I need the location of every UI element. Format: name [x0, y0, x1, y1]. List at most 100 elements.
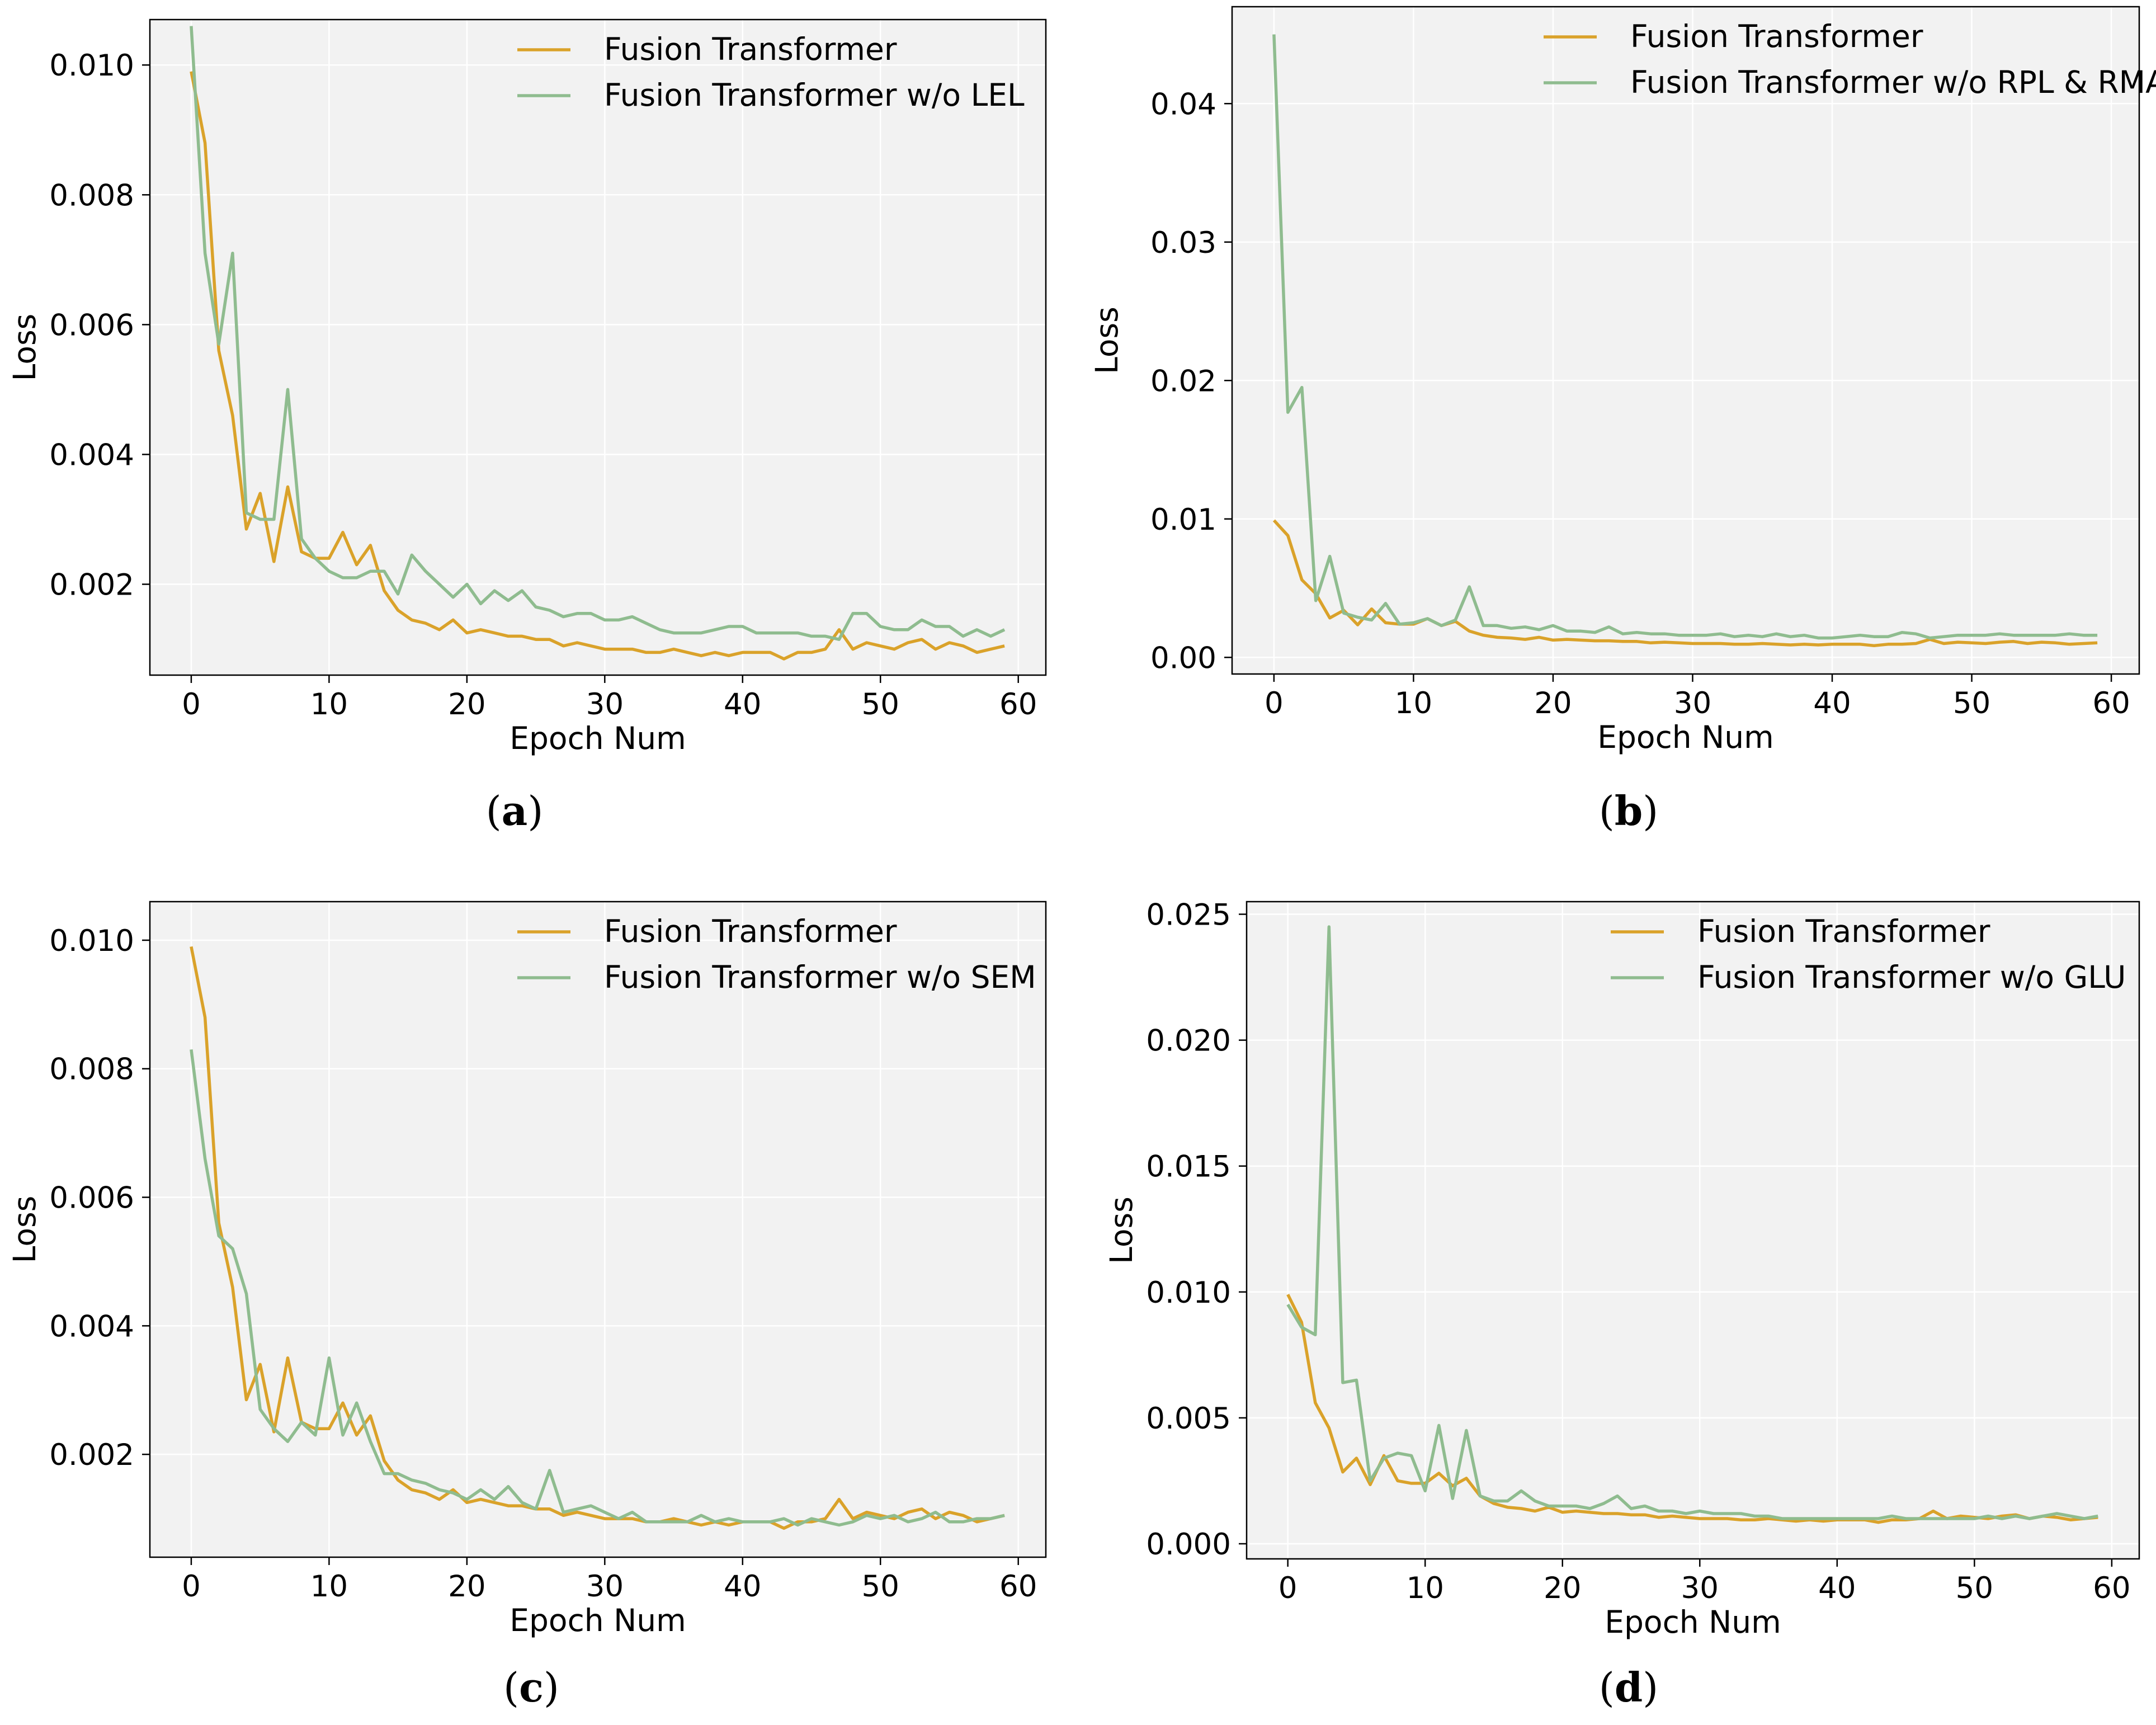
x-tick-label: 40 — [724, 1570, 761, 1604]
y-tick-label: 0.02 — [1150, 364, 1216, 398]
y-tick-label: 0.008 — [49, 178, 134, 213]
x-tick-label: 0 — [182, 1570, 201, 1604]
x-tick-label: 0 — [182, 687, 201, 722]
x-tick-label: 30 — [586, 687, 624, 722]
x-axis-label: Epoch Num — [1605, 1604, 1781, 1640]
chart-panel-a: 0 10 20 30 40 50 60 0.002 0.004 0.006 0.008 0.010 Ep… — [0, 0, 1078, 862]
caption-letter: b — [1615, 787, 1643, 835]
axes-frame — [149, 18, 1047, 676]
x-tick-label: 50 — [862, 1570, 899, 1604]
series-line-ablation — [190, 1049, 1005, 1527]
x-tick-label: 60 — [2093, 1571, 2130, 1605]
y-tick-label: 0.002 — [49, 568, 134, 602]
subfigure-caption: (c) — [503, 1663, 559, 1711]
x-tick-label: 60 — [2092, 686, 2130, 720]
x-tick-label: 50 — [1953, 686, 1990, 720]
caption-paren-close: ) — [1643, 1664, 1658, 1711]
caption-paren-close: ) — [544, 1664, 559, 1711]
legend-label: Fusion Transformer w/o GLU — [1697, 959, 2126, 995]
plot-area — [1247, 902, 2139, 1559]
y-tick-label: 0.020 — [1146, 1024, 1231, 1058]
y-tick-label: 0.005 — [1146, 1402, 1231, 1436]
series-line-fusion-transformer — [190, 946, 1005, 1530]
caption-letter: d — [1615, 1663, 1643, 1711]
x-tick-label: 0 — [1278, 1571, 1298, 1605]
x-tick-label: 60 — [999, 687, 1037, 722]
caption-paren-close: ) — [527, 788, 543, 835]
legend-label: Fusion Transformer w/o SEM — [604, 959, 1036, 995]
y-tick-label: 0.002 — [49, 1438, 134, 1472]
caption-paren-open: ( — [503, 1664, 519, 1711]
x-axis-label: Epoch Num — [1597, 719, 1773, 755]
x-axis-label: Epoch Num — [509, 720, 686, 756]
axes-frame — [1246, 901, 2140, 1560]
y-axis-label: Loss — [1089, 307, 1125, 374]
y-tick-label: 0.006 — [49, 1181, 134, 1215]
y-tick-label: 0.010 — [49, 49, 134, 83]
x-tick-label: 40 — [1813, 686, 1851, 720]
y-tick-label: 0.004 — [49, 438, 134, 472]
chart-svg-c: 0 10 20 30 40 50 60 0.002 0.004 0.006 0.008 0.010 Ep… — [7, 901, 1047, 1711]
chart-svg-a: 0 10 20 30 40 50 60 0.002 0.004 0.006 0.008 0.010 Ep… — [7, 18, 1047, 835]
x-tick-label: 20 — [448, 687, 485, 722]
legend-label: Fusion Transformer w/o RPL & RMA — [1630, 64, 2156, 100]
caption-paren-close: ) — [1643, 788, 1658, 835]
y-tick-label: 0.025 — [1146, 898, 1231, 932]
x-tick-label: 0 — [1265, 686, 1284, 720]
caption-letter: c — [519, 1663, 544, 1711]
plot-area — [150, 902, 1046, 1557]
series-line-ablation — [190, 26, 1006, 641]
caption-letter: a — [502, 787, 528, 835]
subfigure-caption: (a) — [486, 787, 544, 835]
x-tick-label: 50 — [1956, 1571, 1993, 1605]
series-line-ablation — [1286, 925, 2098, 1520]
plot-area — [150, 20, 1046, 675]
caption-paren-open: ( — [486, 788, 502, 835]
y-tick-label: 0.015 — [1146, 1150, 1231, 1184]
legend-label: Fusion Transformer — [604, 31, 897, 67]
series-line-ablation — [1272, 34, 2098, 640]
x-tick-label: 30 — [1681, 1571, 1719, 1605]
x-tick-label: 40 — [724, 687, 761, 722]
chart-panel-d: 0 10 20 30 40 50 60 0.000 0.005 0.010 0.015 0.020 0.… — [1078, 862, 2155, 1725]
y-tick-label: 0.03 — [1150, 226, 1216, 260]
x-tick-label: 20 — [1534, 686, 1572, 720]
y-tick-label: 0.010 — [1146, 1276, 1231, 1310]
x-tick-label: 20 — [448, 1570, 485, 1604]
legend-label: Fusion Transformer — [604, 913, 897, 949]
subfigure-caption: (b) — [1599, 787, 1659, 835]
x-tick-label: 20 — [1544, 1571, 1581, 1605]
x-tick-label: 10 — [310, 687, 348, 722]
y-axis-label: Loss — [1103, 1196, 1139, 1264]
y-tick-label: 0.010 — [49, 924, 134, 958]
caption-paren-open: ( — [1599, 788, 1615, 835]
y-tick-label: 0.008 — [49, 1053, 134, 1087]
series-line-fusion-transformer — [190, 71, 1005, 661]
y-axis-label: Loss — [7, 314, 43, 381]
y-tick-label: 0.01 — [1150, 503, 1216, 537]
plot-area — [1232, 7, 2139, 674]
x-tick-label: 30 — [1674, 686, 1711, 720]
chart-panel-c: 0 10 20 30 40 50 60 0.002 0.004 0.006 0.008 0.010 Ep… — [0, 862, 1078, 1725]
y-tick-label: 0.00 — [1150, 641, 1216, 675]
x-tick-label: 40 — [1818, 1571, 1856, 1605]
x-tick-label: 10 — [1406, 1571, 1443, 1605]
y-tick-label: 0.000 — [1146, 1528, 1231, 1562]
x-tick-label: 30 — [586, 1570, 624, 1604]
x-tick-label: 10 — [1395, 686, 1432, 720]
y-tick-label: 0.04 — [1150, 87, 1216, 121]
axes-frame — [149, 901, 1047, 1558]
caption-paren-open: ( — [1599, 1664, 1615, 1711]
axes-frame — [1231, 6, 2140, 675]
x-tick-label: 10 — [310, 1570, 348, 1604]
x-axis-label: Epoch Num — [509, 1603, 686, 1638]
y-axis-label: Loss — [7, 1196, 43, 1264]
chart-panel-b: 0 10 20 30 40 50 60 0.00 0.01 0.02 0.03 0.04 Epoch N… — [1078, 0, 2156, 862]
legend-label: Fusion Transformer — [1697, 913, 1990, 949]
legend-label: Fusion Transformer — [1630, 18, 1923, 54]
legend-label: Fusion Transformer w/o LEL — [604, 77, 1025, 113]
y-tick-label: 0.006 — [49, 308, 134, 342]
x-tick-label: 60 — [999, 1570, 1037, 1604]
y-tick-label: 0.004 — [49, 1309, 134, 1344]
x-tick-label: 50 — [862, 687, 899, 722]
